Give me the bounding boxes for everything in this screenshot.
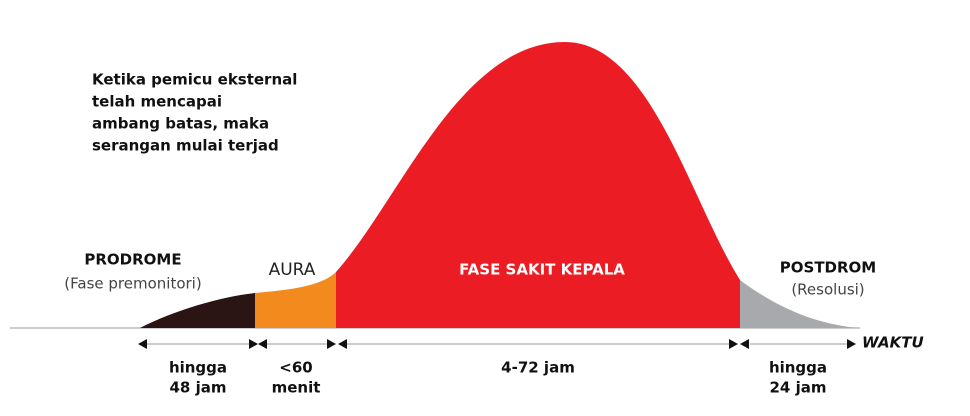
phase-name: POSTDROM [780, 259, 876, 277]
annotation-line: serangan mulai terjad [92, 137, 279, 155]
phase-subtitle: (Fase premonitori) [64, 275, 201, 293]
phase-name: PRODROME [84, 251, 181, 269]
duration: hingga [169, 359, 227, 377]
arrows [138, 339, 856, 349]
annotation-line: ambang batas, maka [92, 115, 269, 133]
duration: 48 jam [170, 379, 227, 397]
duration: hingga [769, 359, 827, 377]
duration: <60 [279, 359, 312, 377]
annotation-line: Ketika pemicu eksternal [92, 71, 297, 89]
duration: 24 jam [770, 379, 827, 397]
phase-name: FASE SAKIT KEPALA [459, 261, 625, 279]
duration: 4-72 jam [501, 359, 575, 377]
axis-label: WAKTU [862, 334, 924, 352]
annotation-line: telah mencapai [92, 93, 222, 111]
phase-name: AURA [269, 260, 316, 280]
phase-subtitle: (Resolusi) [791, 281, 864, 299]
duration: menit [272, 379, 321, 397]
